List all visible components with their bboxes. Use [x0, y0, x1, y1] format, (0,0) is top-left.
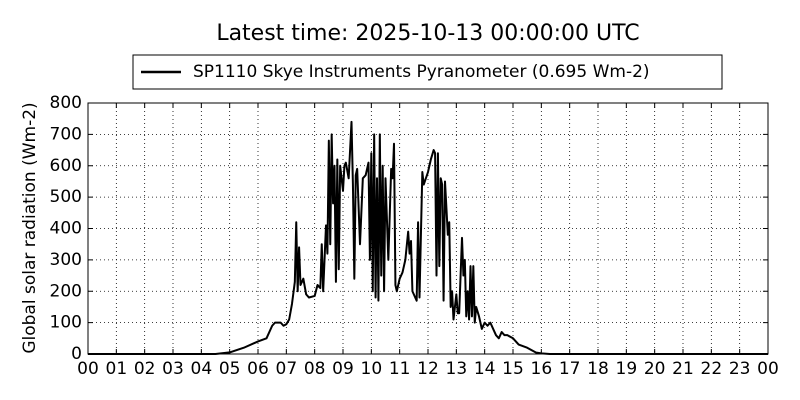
plot-frame: [87, 102, 769, 355]
x-tick-label: 13: [446, 359, 468, 379]
x-tick-label: 14: [474, 359, 496, 379]
x-tick-label: 00: [77, 359, 99, 379]
x-tick-label: 05: [219, 359, 241, 379]
x-tick-label: 09: [332, 359, 354, 379]
x-tick-label: 15: [502, 359, 524, 379]
x-tick-label: 01: [106, 359, 128, 379]
y-tick-label: 400: [50, 219, 82, 239]
chart-title: Latest time: 2025-10-13 00:00:00 UTC: [216, 21, 639, 46]
x-tick-label: 00: [757, 359, 779, 379]
x-tick-label: 03: [162, 359, 184, 379]
x-tick-label: 04: [191, 359, 213, 379]
x-tick-label: 06: [247, 359, 269, 379]
y-tick-label: 600: [50, 156, 82, 176]
x-tick-label: 10: [361, 359, 383, 379]
y-tick-label: 800: [50, 93, 82, 113]
y-tick-label: 0: [71, 344, 82, 364]
data-line: [88, 120, 768, 355]
y-tick-label: 100: [50, 313, 82, 333]
x-tick-label: 23: [729, 359, 751, 379]
x-tick-label: 22: [701, 359, 723, 379]
legend-box: [132, 54, 723, 90]
x-tick-label: 16: [531, 359, 553, 379]
x-tick-label: 18: [587, 359, 609, 379]
x-tick-label: 07: [276, 359, 298, 379]
x-tick-label: 08: [304, 359, 326, 379]
y-tick-label: 300: [50, 250, 82, 270]
legend-label: SP1110 Skye Instruments Pyranometer (0.6…: [193, 62, 650, 82]
y-tick-label: 200: [50, 281, 82, 301]
y-tick-label: 700: [50, 124, 82, 144]
y-axis-label: Global solar radiation (Wm-2): [20, 102, 40, 353]
y-tick-label: 500: [50, 187, 82, 207]
x-tick-label: 11: [389, 359, 411, 379]
x-tick-label: 19: [616, 359, 638, 379]
x-tick-label: 12: [417, 359, 439, 379]
x-tick-label: 21: [672, 359, 694, 379]
x-tick-label: 20: [644, 359, 666, 379]
x-tick-label: 02: [134, 359, 156, 379]
x-tick-label: 17: [559, 359, 581, 379]
